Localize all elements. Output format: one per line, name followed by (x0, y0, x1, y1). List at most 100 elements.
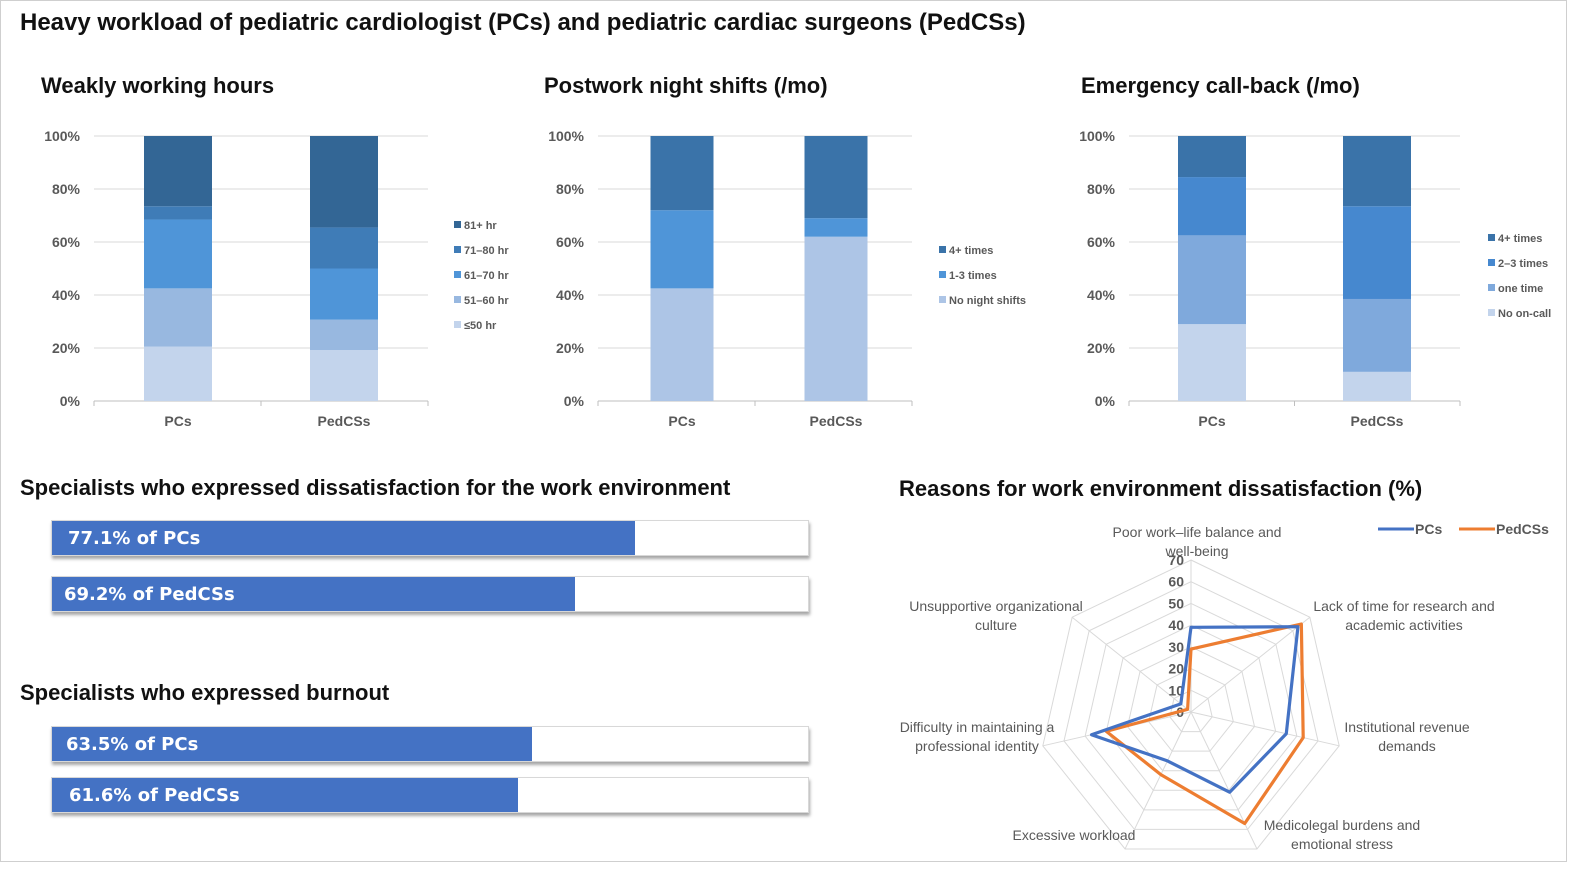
bar-segment (310, 136, 378, 228)
y-tick-label: 40% (1087, 287, 1116, 303)
radar-axis-label: Poor work–life balance and well-being (1113, 524, 1282, 559)
x-tick-label: PedCSs (1351, 413, 1404, 429)
progress-label: 63.5% of PCs (66, 734, 199, 755)
progress-fill (52, 521, 635, 555)
legend-swatch (939, 246, 946, 253)
bar-segment (804, 136, 868, 219)
radar-tick-label: 60 (1168, 574, 1184, 590)
burnout-title: Specialists who expressed burnout (20, 680, 390, 705)
radar-spoke (1190, 711, 1340, 747)
bar-segment (144, 136, 212, 207)
legend-label: 51–60 hr (464, 295, 509, 307)
y-tick-label: 0% (564, 393, 585, 409)
bar-segment (1178, 136, 1246, 178)
bar-segment (310, 350, 378, 401)
x-tick-label: PedCSs (810, 413, 863, 429)
radar-spoke (1190, 711, 1258, 850)
bar-segment (650, 288, 714, 401)
emergency-callback-chart: Emergency call-back (/mo) 0% 20% 40% 60% 80% 1… (1079, 73, 1551, 429)
working-hours-chart: Weakly working hours 0% 20% 40% 60% 80% 100% PC… (41, 73, 509, 429)
radar-tick-label: 20 (1168, 661, 1184, 677)
y-tick-label: 100% (548, 128, 584, 144)
radar-tick-label: 40 (1168, 617, 1184, 633)
x-tick-label: PedCSs (318, 413, 371, 429)
progress-bar: 61.6% of PedCSs (51, 777, 809, 813)
y-tick-label: 80% (52, 181, 81, 197)
y-tick-label: 0% (60, 393, 81, 409)
bar-segment (1178, 324, 1246, 401)
progress-fill (52, 727, 533, 761)
legend-swatch (939, 296, 946, 303)
y-tick-label: 80% (1087, 181, 1116, 197)
radar-axis-label: Excessive workload (1013, 827, 1136, 843)
page-title: Heavy workload of pediatric cardiologist… (20, 9, 1026, 36)
bar-segment (1343, 136, 1411, 207)
progress-fill (52, 778, 518, 812)
radar-gridline (1148, 668, 1234, 752)
radar-chart: Reasons for work environment dissatisfac… (899, 476, 1549, 852)
y-tick-label: 20% (52, 340, 81, 356)
bar-segment (144, 219, 212, 289)
legend-label: No night shifts (949, 295, 1026, 307)
legend-label: 71–80 hr (464, 245, 509, 257)
dissatisfaction-title: Specialists who expressed dissatisfactio… (20, 475, 731, 500)
y-tick-label: 60% (52, 234, 81, 250)
radar-gridline (1042, 559, 1340, 850)
progress-bar: 77.1% of PCs (51, 520, 809, 556)
legend-swatch (1488, 284, 1495, 291)
progress-bar: 63.5% of PCs (51, 726, 809, 762)
radar-tick-label: 70 (1168, 552, 1184, 568)
radar-axis-label: Institutional revenue demands (1344, 719, 1470, 754)
bar-segment (310, 319, 378, 351)
chart-title: Weakly working hours (41, 73, 274, 98)
x-tick-label: PCs (668, 413, 695, 429)
legend-label: 61–70 hr (464, 270, 509, 282)
legend-swatch (454, 246, 461, 253)
bar-segment (650, 210, 714, 289)
legend-label: PCs (1415, 521, 1442, 537)
y-tick-label: 20% (1087, 340, 1116, 356)
radar-spoke (1190, 616, 1311, 713)
bar-segment (310, 227, 378, 269)
figure: Heavy workload of pediatric cardiologist… (0, 0, 1567, 862)
legend-swatch (1488, 309, 1495, 316)
bar-segment (1343, 371, 1411, 401)
radar-axis-label: Medicolegal burdens and emotional stress (1264, 817, 1420, 852)
y-tick-label: 60% (1087, 234, 1116, 250)
legend-swatch (1488, 259, 1495, 266)
legend-label: 4+ times (1498, 233, 1542, 245)
radar-tick-label: 30 (1168, 639, 1184, 655)
bar-segment (144, 206, 212, 220)
legend-swatch (454, 221, 461, 228)
legend-label: PedCSs (1496, 521, 1549, 537)
progress-label: 61.6% of PedCSs (69, 785, 240, 806)
bar-segment (144, 288, 212, 347)
y-tick-label: 0% (1095, 393, 1116, 409)
legend-label: 81+ hr (464, 220, 497, 232)
y-tick-label: 60% (556, 234, 585, 250)
chart-title: Reasons for work environment dissatisfac… (899, 476, 1422, 501)
y-tick-label: 40% (52, 287, 81, 303)
radar-gridline (1169, 689, 1213, 733)
legend-swatch (454, 321, 461, 328)
radar-gridline (1084, 602, 1298, 811)
bar-segment (144, 346, 212, 401)
bar-segment (804, 218, 868, 237)
y-tick-label: 80% (556, 181, 585, 197)
night-shifts-chart: Postwork night shifts (/mo) 0% 20% 40% 60% 80… (544, 73, 1026, 429)
legend-swatch (454, 296, 461, 303)
radar-axis-label: Unsupportive organizational culture (909, 598, 1083, 633)
bar-segment (1343, 298, 1411, 372)
legend-swatch (1488, 234, 1495, 241)
x-tick-label: PCs (164, 413, 191, 429)
radar-spoke (1124, 711, 1192, 850)
legend-label: No on-call (1498, 308, 1551, 320)
legend-swatch (454, 271, 461, 278)
legend-swatch (939, 271, 946, 278)
legend-label: 4+ times (949, 245, 993, 257)
bar-segment (1178, 235, 1246, 325)
radar-spoke (1071, 616, 1192, 713)
chart-title: Postwork night shifts (/mo) (544, 73, 828, 98)
bar-segment (1178, 177, 1246, 236)
radar-series-line (1089, 625, 1300, 794)
